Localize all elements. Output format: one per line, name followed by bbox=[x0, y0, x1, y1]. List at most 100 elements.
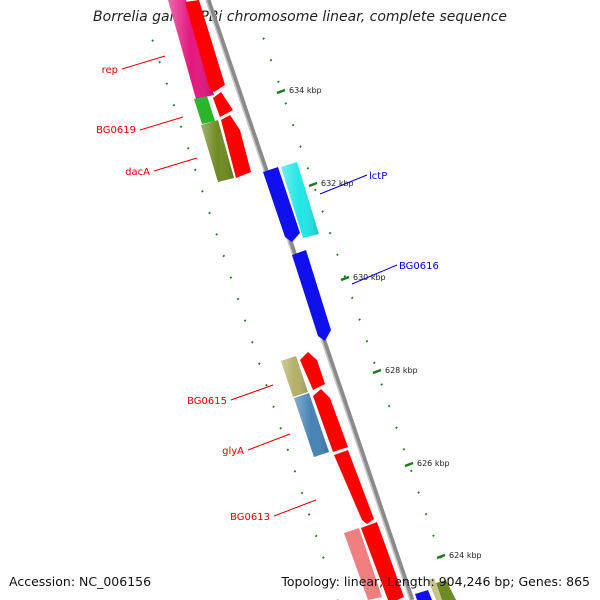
guide-dot bbox=[417, 491, 420, 494]
guide-dot bbox=[293, 470, 297, 473]
guide-dot bbox=[243, 319, 247, 322]
gene-label[interactable]: BG0619 bbox=[96, 125, 136, 136]
label-leader-line bbox=[139, 116, 184, 131]
guide-dot bbox=[158, 60, 162, 64]
gene-label[interactable]: dacA bbox=[125, 167, 150, 178]
tick-mark bbox=[340, 275, 350, 282]
guide-dot bbox=[258, 362, 261, 365]
guide-dot bbox=[365, 339, 369, 343]
gene-label[interactable]: glyA bbox=[222, 446, 244, 457]
gene-bg0613[interactable] bbox=[344, 528, 382, 600]
guide-dot bbox=[265, 383, 268, 387]
guide-dot bbox=[229, 276, 233, 279]
gene-label[interactable]: BG0616 bbox=[399, 261, 439, 272]
guide-dot bbox=[272, 405, 275, 409]
tick-mark bbox=[404, 461, 414, 468]
label-leader-line bbox=[319, 174, 368, 195]
guide-dots bbox=[151, 37, 457, 600]
guide-dot bbox=[350, 296, 354, 300]
tick-label: 628 kbp bbox=[385, 366, 418, 375]
guide-dot bbox=[286, 448, 290, 452]
gene-label[interactable]: BG0613 bbox=[230, 512, 270, 523]
gene-bg0616[interactable] bbox=[292, 250, 331, 341]
guide-dot bbox=[387, 404, 391, 408]
gene-red-4[interactable] bbox=[300, 352, 325, 390]
guide-dot bbox=[291, 123, 295, 127]
guide-dot bbox=[236, 297, 240, 301]
tick-label: 632 kbp bbox=[321, 179, 354, 188]
guide-dot bbox=[186, 146, 190, 150]
gene-red-5[interactable] bbox=[313, 389, 348, 452]
tick-mark bbox=[372, 368, 382, 375]
guide-dot bbox=[424, 512, 428, 516]
gene-red-7[interactable] bbox=[361, 522, 404, 600]
topology-text: Topology: linear; bbox=[281, 574, 384, 589]
tick-mark bbox=[276, 88, 286, 95]
genes-count-text: Genes: 865 bbox=[518, 574, 590, 589]
guide-dot bbox=[279, 426, 282, 430]
guide-dot bbox=[307, 513, 311, 516]
gene-label[interactable]: rep bbox=[102, 65, 118, 76]
summary-text: Topology: linear; Length: 904,246 bp; Gene… bbox=[281, 574, 590, 589]
guide-dot bbox=[306, 166, 310, 170]
guide-dot bbox=[284, 102, 288, 105]
guide-dot bbox=[395, 426, 398, 429]
gene-bg0619[interactable] bbox=[194, 96, 215, 124]
guide-dot bbox=[446, 577, 450, 581]
guide-dot bbox=[250, 340, 254, 344]
label-leader-line bbox=[121, 55, 166, 70]
gene-red-2[interactable] bbox=[213, 92, 233, 117]
guide-dot bbox=[208, 211, 211, 215]
guide-dot bbox=[343, 275, 347, 278]
guide-dot bbox=[277, 80, 280, 84]
guide-dot bbox=[300, 491, 304, 495]
label-leader-line bbox=[153, 157, 198, 172]
guide-dot bbox=[358, 318, 361, 321]
tick-mark bbox=[436, 553, 446, 560]
guide-dot bbox=[432, 534, 435, 538]
gene-tail-khaki bbox=[428, 578, 442, 600]
accession-text: Accession: NC_006156 bbox=[9, 574, 152, 589]
label-leader-line bbox=[247, 433, 291, 451]
guide-dot bbox=[222, 254, 226, 258]
tick-label: 626 kbp bbox=[417, 459, 450, 468]
guide-dot bbox=[313, 188, 317, 192]
guide-dot bbox=[336, 253, 339, 257]
guide-dot bbox=[322, 556, 325, 559]
guide-dot bbox=[165, 82, 169, 85]
guide-dot bbox=[314, 534, 318, 538]
label-leader-line bbox=[273, 499, 317, 517]
label-leader-line bbox=[351, 264, 398, 285]
gene-red-1[interactable] bbox=[185, 0, 225, 92]
tick-label: 634 kbp bbox=[289, 86, 322, 95]
tick-mark bbox=[308, 181, 318, 188]
gene-tail-blue bbox=[415, 590, 432, 600]
guide-dot bbox=[151, 39, 154, 42]
gene-labels: rep BG0619 dacA lctP BG0616 BG0615 glyA BG0613 bbox=[96, 55, 439, 523]
guide-dot bbox=[402, 447, 406, 451]
guide-dot bbox=[215, 233, 218, 236]
guide-dot bbox=[262, 37, 265, 40]
label-leader-line bbox=[230, 384, 274, 401]
guide-dot bbox=[172, 103, 176, 107]
guide-dot bbox=[193, 168, 197, 172]
tick-label: 624 kbp bbox=[449, 551, 482, 560]
gene-red-3[interactable] bbox=[221, 115, 251, 178]
guide-dot bbox=[179, 125, 183, 129]
guide-dot bbox=[328, 231, 332, 235]
length-text: Length: 904,246 bp; bbox=[387, 574, 515, 589]
guide-dot bbox=[380, 383, 384, 386]
guide-dot bbox=[409, 469, 413, 473]
guide-dot bbox=[329, 577, 332, 581]
gene-label[interactable]: lctP bbox=[369, 171, 387, 182]
gene-red-6[interactable] bbox=[334, 450, 374, 524]
gene-label[interactable]: BG0615 bbox=[187, 396, 227, 407]
genes-track bbox=[168, 0, 456, 600]
guide-dot bbox=[201, 190, 204, 193]
guide-dot bbox=[373, 361, 376, 365]
guide-dot bbox=[269, 58, 273, 62]
gene-tail-olive bbox=[436, 580, 456, 600]
guide-dot bbox=[299, 145, 302, 148]
gene-blue-1[interactable] bbox=[263, 167, 300, 242]
